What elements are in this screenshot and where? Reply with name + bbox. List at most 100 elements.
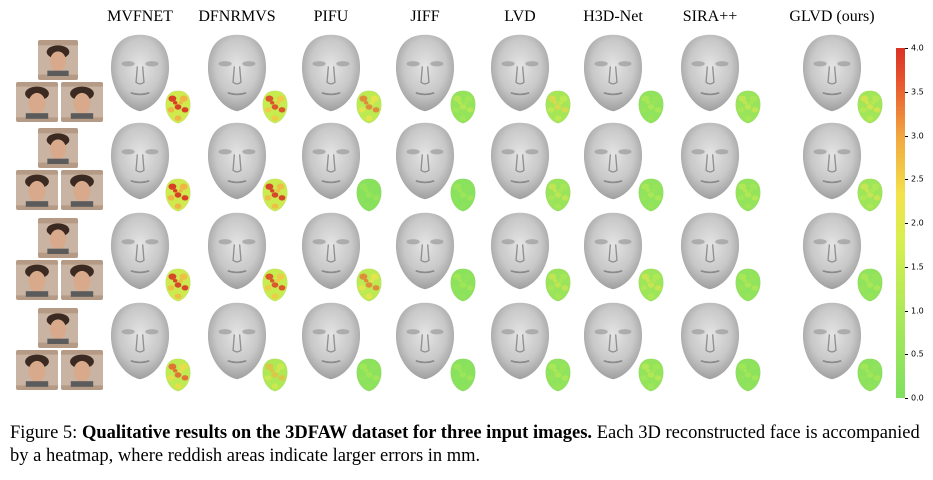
reconstructed-face <box>490 212 550 290</box>
colorbar-tick-mark <box>905 354 908 356</box>
error-heatmap <box>545 268 571 302</box>
reconstructed-face <box>583 122 643 200</box>
error-heatmap <box>165 358 191 392</box>
error-heatmap <box>356 178 382 212</box>
column-header: GLVD (ours) <box>789 8 875 25</box>
reconstructed-face <box>110 212 170 290</box>
reconstructed-face <box>110 122 170 200</box>
error-heatmap <box>735 178 761 212</box>
error-heatmap <box>545 90 571 124</box>
colorbar-tick-label: 3.0 <box>911 131 924 140</box>
reconstructed-face <box>395 302 455 380</box>
input-photo <box>16 170 58 210</box>
colorbar-tick-mark <box>905 266 908 268</box>
error-heatmap <box>165 90 191 124</box>
input-photo <box>16 82 58 122</box>
input-photo <box>61 350 103 390</box>
reconstructed-face <box>583 212 643 290</box>
error-heatmap <box>262 90 288 124</box>
column-header: DFNRMVS <box>198 8 276 25</box>
column-header: JIFF <box>410 8 440 25</box>
reconstructed-face <box>680 302 740 380</box>
colorbar-tick-mark <box>905 223 908 224</box>
error-heatmap <box>356 268 382 302</box>
colorbar-tick-label: 3.5 <box>911 87 924 97</box>
figure-caption: Figure 5: Qualitative results on the 3DF… <box>10 422 928 468</box>
input-photo <box>38 128 78 168</box>
reconstructed-face <box>802 302 862 380</box>
caption-body: Each 3D reconstructed face is accompanie… <box>10 423 920 466</box>
column-header: PIFU <box>313 8 349 25</box>
reconstructed-face <box>680 34 740 112</box>
column-header: LVD <box>504 8 536 25</box>
error-colorbar <box>896 48 905 398</box>
reconstructed-face <box>207 212 267 290</box>
column-header: H3D-Net <box>583 8 643 25</box>
input-photo <box>61 170 103 210</box>
input-photo <box>61 82 103 122</box>
colorbar-tick-mark <box>905 398 908 399</box>
reconstructed-face <box>110 302 170 380</box>
colorbar-tick-label: 1.0 <box>911 306 924 315</box>
error-heatmap <box>638 90 664 124</box>
colorbar-tick-label: 1.5 <box>911 262 924 272</box>
error-heatmap <box>857 178 883 212</box>
error-heatmap <box>450 178 476 212</box>
column-header: MVFNET <box>107 8 173 25</box>
error-heatmap <box>262 178 288 212</box>
reconstructed-face <box>802 122 862 200</box>
colorbar-tick-label: 4.0 <box>911 43 924 53</box>
error-heatmap <box>638 178 664 212</box>
colorbar-tick-label: 2.0 <box>911 218 924 228</box>
input-photo <box>38 40 78 80</box>
reconstructed-face <box>680 122 740 200</box>
reconstructed-face <box>110 34 170 112</box>
colorbar-tick-label: 2.5 <box>911 174 924 184</box>
error-heatmap <box>857 358 883 392</box>
colorbar-tick-mark <box>905 310 908 312</box>
input-photo <box>16 260 58 300</box>
caption-title: Qualitative results on the 3DFAW dataset… <box>81 423 593 443</box>
error-heatmap <box>735 90 761 124</box>
error-heatmap <box>356 358 382 392</box>
column-header: SIRA++ <box>682 8 738 25</box>
colorbar-tick-mark <box>905 91 908 93</box>
error-heatmap <box>735 358 761 392</box>
error-heatmap <box>857 90 883 124</box>
reconstructed-face <box>207 122 267 200</box>
reconstructed-face <box>395 34 455 112</box>
error-heatmap <box>638 358 664 392</box>
input-photo <box>38 218 78 258</box>
error-heatmap <box>165 268 191 302</box>
input-photo <box>38 308 78 348</box>
error-heatmap <box>450 90 476 124</box>
reconstructed-face <box>583 34 643 112</box>
error-heatmap <box>545 358 571 392</box>
error-heatmap <box>262 358 288 392</box>
reconstructed-face <box>301 122 361 200</box>
reconstructed-face <box>583 302 643 380</box>
colorbar-tick-mark <box>905 179 908 181</box>
colorbar-tick-label: 0.5 <box>911 349 924 359</box>
reconstructed-face <box>802 212 862 290</box>
error-heatmap <box>545 178 571 212</box>
error-heatmap <box>450 358 476 392</box>
reconstructed-face <box>680 212 740 290</box>
reconstructed-face <box>490 34 550 112</box>
error-heatmap <box>857 268 883 302</box>
error-heatmap <box>165 178 191 212</box>
error-heatmap <box>262 268 288 302</box>
colorbar-tick-mark <box>905 135 908 137</box>
input-photo <box>16 350 58 390</box>
colorbar-tick-mark <box>905 48 908 49</box>
reconstructed-face <box>207 302 267 380</box>
reconstructed-face <box>301 34 361 112</box>
reconstructed-face <box>301 212 361 290</box>
reconstructed-face <box>301 302 361 380</box>
error-heatmap <box>450 268 476 302</box>
colorbar-tick-label: 0.0 <box>911 393 924 403</box>
reconstructed-face <box>207 34 267 112</box>
reconstructed-face <box>802 34 862 112</box>
reconstructed-face <box>395 212 455 290</box>
